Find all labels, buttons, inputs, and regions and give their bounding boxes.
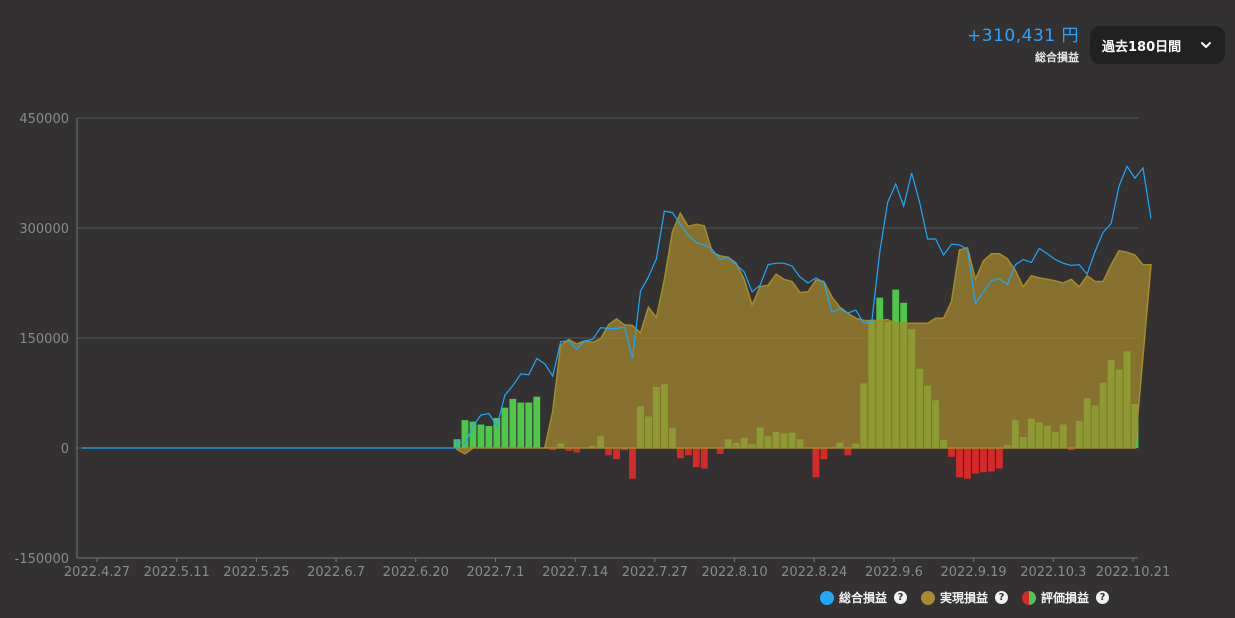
unrealized-bar <box>501 407 509 448</box>
legend-total-dot <box>819 590 834 605</box>
unrealized-bar <box>621 448 628 451</box>
period-dropdown-label: 過去180日間 <box>1102 39 1182 55</box>
unrealized-bar <box>485 426 493 448</box>
legend-item-total: 総合損益 ? <box>819 589 907 606</box>
x-tick-label: 2022.7.27 <box>622 565 688 580</box>
unrealized-bar <box>517 402 525 448</box>
realized-area <box>456 211 1152 455</box>
x-tick-label: 2022.7.14 <box>542 565 608 580</box>
unrealized-bar <box>980 448 987 473</box>
unrealized-bar <box>844 448 852 456</box>
unrealized-bar <box>812 448 820 478</box>
unrealized-bar <box>964 448 971 479</box>
unrealized-bar <box>820 448 828 459</box>
unrealized-bar <box>509 398 517 448</box>
y-tick-label: 450000 <box>19 112 69 127</box>
unrealized-bar <box>549 448 557 451</box>
total-profit-line <box>82 165 1152 449</box>
unrealized-bar <box>956 448 963 478</box>
x-tick-label: 2022.10.3 <box>1020 565 1086 580</box>
x-tick-label: 2022.5.11 <box>144 565 210 580</box>
x-tick-label: 2022.7.1 <box>467 565 525 580</box>
unrealized-bar <box>716 448 724 454</box>
unrealized-bar <box>1067 448 1075 451</box>
unrealized-bar <box>987 448 995 472</box>
unrealized-bar <box>565 448 573 451</box>
total-profit-label: 総合損益 <box>1035 51 1079 64</box>
x-tick-label: 2022.10.21 <box>1096 565 1170 580</box>
unrealized-bar <box>995 448 1003 469</box>
chevron-down-icon <box>1201 42 1211 48</box>
unrealized-bar <box>700 448 708 469</box>
y-tick-label: -150000 <box>15 552 69 567</box>
chart-legend: 総合損益 ? 実現損益 ? 評価損益 ? <box>806 589 1109 606</box>
unrealized-bar <box>692 448 700 468</box>
unrealized-bar <box>629 448 636 479</box>
unrealized-bar <box>676 448 684 459</box>
x-tick-label: 2022.9.19 <box>941 565 1007 580</box>
unrealized-bar <box>493 417 501 448</box>
help-icon[interactable]: ? <box>994 591 1008 604</box>
period-dropdown[interactable]: 過去180日間 <box>1090 26 1225 64</box>
legend-realized-label: 実現損益 <box>939 591 988 605</box>
x-tick-label: 2022.4.27 <box>64 565 130 580</box>
unrealized-bar <box>461 420 469 448</box>
legend-item-unrealized: 評価損益 ? <box>1021 589 1109 606</box>
unrealized-bar <box>573 448 581 453</box>
legend-item-realized: 実現損益 ? <box>920 589 1008 606</box>
legend-unrealized-dot <box>1021 590 1036 605</box>
y-tick-label: 300000 <box>19 222 69 237</box>
unrealized-bar <box>613 448 620 459</box>
unrealized-bar <box>948 448 955 457</box>
x-tick-label: 2022.5.25 <box>223 565 289 580</box>
unrealized-bar <box>684 448 692 456</box>
x-tick-label: 2022.6.7 <box>307 565 365 580</box>
legend-total-label: 総合損益 <box>838 591 887 605</box>
total-profit-value: +310,431 円 <box>967 26 1079 46</box>
unrealized-bar <box>972 448 979 474</box>
x-tick-label: 2022.9.6 <box>865 565 923 580</box>
help-icon[interactable]: ? <box>893 591 907 604</box>
legend-unrealized-label: 評価損益 <box>1040 591 1089 605</box>
y-tick-label: 150000 <box>19 332 69 347</box>
unrealized-bar <box>533 396 541 448</box>
x-tick-label: 2022.8.24 <box>781 565 847 580</box>
y-tick-label: 0 <box>61 442 69 457</box>
help-icon[interactable]: ? <box>1096 591 1109 604</box>
unrealized-bar <box>605 448 612 456</box>
unrealized-bar <box>469 421 477 448</box>
x-tick-label: 2022.6.20 <box>383 565 449 580</box>
x-tick-label: 2022.8.10 <box>701 565 767 580</box>
unrealized-bar <box>525 402 533 448</box>
total-profit-summary: +310,431 円 総合損益 <box>967 26 1079 65</box>
unrealized-bar <box>477 424 485 448</box>
legend-realized-dot <box>920 590 935 605</box>
